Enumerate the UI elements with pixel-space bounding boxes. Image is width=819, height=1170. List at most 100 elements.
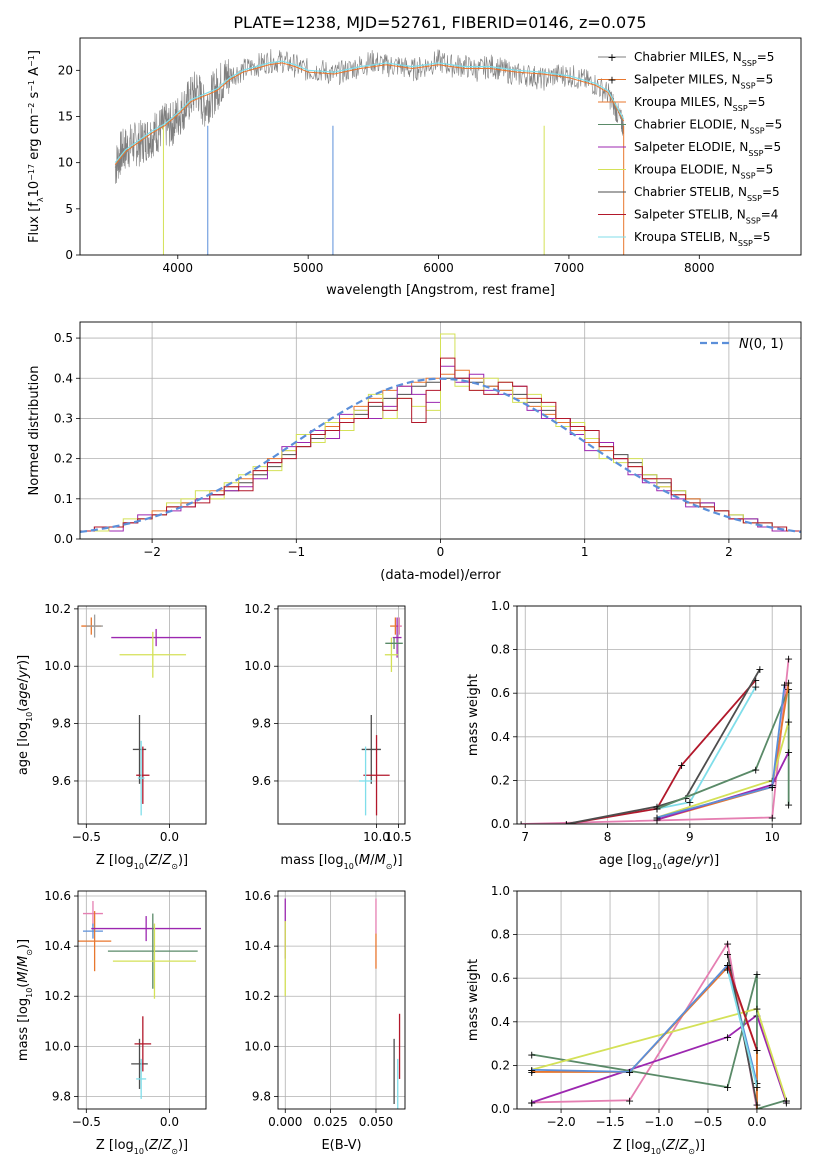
y-tick-label: 0.0 bbox=[54, 532, 73, 546]
mass-weight-marker: + bbox=[782, 1096, 791, 1109]
axes-frame bbox=[77, 890, 207, 1110]
x-tick-label: 0 bbox=[437, 545, 445, 559]
mass-weight-marker: + bbox=[768, 781, 777, 794]
axes-frame bbox=[516, 890, 802, 1110]
x-tick-label: 8000 bbox=[684, 261, 715, 275]
x-tick-label: 1 bbox=[581, 545, 589, 559]
mass-weight-marker: + bbox=[652, 814, 661, 827]
y-tick-label: 0.8 bbox=[491, 643, 510, 657]
y-tick-label: 15 bbox=[58, 109, 73, 123]
y-tick-label: 10.2 bbox=[44, 602, 71, 616]
legend: N(0, 1) bbox=[700, 337, 784, 352]
legend-label: Kroupa ELODIE, NSSP=5 bbox=[634, 163, 773, 181]
plot-area bbox=[114, 49, 625, 255]
x-tick-label: 0.0 bbox=[747, 1115, 766, 1129]
y-tick-label: 0.4 bbox=[54, 371, 73, 385]
errorbar-point bbox=[385, 637, 403, 650]
plot-area bbox=[359, 617, 403, 816]
y-tick-label: 1.0 bbox=[491, 599, 510, 613]
y-tick-label: 9.8 bbox=[52, 717, 71, 731]
legend-label: Chabrier STELIB, NSSP=5 bbox=[634, 185, 780, 203]
x-tick-label: 8 bbox=[604, 830, 612, 844]
legend-label: Chabrier MILES, NSSP=5 bbox=[634, 50, 774, 68]
panel-mass_weight_vs_age: 7 8 9 100.00.20.40.60.81.0+++++++++++++++++… bbox=[466, 599, 802, 871]
mass-weight-line-8 bbox=[726, 964, 758, 1051]
errorbar-point bbox=[111, 628, 202, 647]
errorbar-point bbox=[359, 746, 373, 816]
mass-weight-marker: + bbox=[562, 818, 571, 831]
plot-area bbox=[81, 614, 202, 816]
y-tick-label: 0.4 bbox=[491, 1015, 510, 1029]
x-axis-label: Z [log10(Z/Z⊙)] bbox=[96, 853, 188, 871]
spectrum-model-line bbox=[114, 60, 625, 164]
mass-weight-line-7 bbox=[726, 969, 758, 1088]
y-axis-label: Flux [fλ10−17 erg cm−2 s−1 A−1] bbox=[27, 50, 45, 243]
mass-weight-line-0 bbox=[521, 658, 790, 824]
plot-area bbox=[284, 898, 401, 1109]
y-tick-label: 0.4 bbox=[491, 730, 510, 744]
mass-weight-marker: + bbox=[723, 963, 732, 976]
y-tick-label: 1.0 bbox=[491, 884, 510, 898]
mass-weight-marker: + bbox=[723, 1081, 732, 1094]
y-tick-label: 0.8 bbox=[491, 928, 510, 942]
mass-weight-marker: + bbox=[652, 801, 661, 814]
mass-weight-marker: + bbox=[784, 683, 793, 696]
mass-weight-marker: + bbox=[784, 652, 793, 665]
mass-weight-marker: + bbox=[685, 796, 694, 809]
axes-frame bbox=[79, 37, 802, 256]
errorbar-point bbox=[82, 901, 103, 927]
mass-weight-marker: + bbox=[723, 937, 732, 950]
legend-label: Salpeter ELODIE, NSSP=5 bbox=[634, 140, 781, 158]
axes-frame bbox=[277, 605, 406, 825]
x-tick-label: 10.5 bbox=[385, 830, 412, 844]
legend-marker: + bbox=[607, 74, 616, 87]
mass-weight-marker: + bbox=[751, 681, 760, 694]
x-tick-label: −1.0 bbox=[644, 1115, 673, 1129]
y-tick-label: 10.0 bbox=[244, 659, 271, 673]
y-axis-label: mass weight bbox=[466, 674, 481, 756]
plot-area: + +++++++++++++++++ +++++ +++++++++ bbox=[527, 937, 791, 1116]
y-tick-label: 9.8 bbox=[52, 1089, 71, 1103]
y-tick-label: 10.6 bbox=[44, 889, 71, 903]
x-tick-label: 2 bbox=[725, 545, 733, 559]
y-tick-label: 9.8 bbox=[252, 717, 271, 731]
legend-label: Kroupa MILES, NSSP=5 bbox=[634, 95, 765, 113]
errorbar-point bbox=[134, 1016, 152, 1072]
mass-weight-marker: + bbox=[527, 1096, 536, 1109]
mass-weight-marker: + bbox=[527, 1064, 536, 1077]
mass-weight-marker: + bbox=[782, 1094, 791, 1107]
mass-weight-marker: + bbox=[784, 746, 793, 759]
errorbar-point bbox=[132, 715, 147, 784]
axes-frame bbox=[516, 605, 802, 825]
mass-weight-marker: + bbox=[527, 1049, 536, 1062]
mass-weight-marker: + bbox=[625, 1094, 634, 1107]
errorbar-point bbox=[136, 746, 150, 804]
y-axis-label: Normed distribution bbox=[27, 366, 42, 496]
legend-marker: + bbox=[607, 51, 616, 64]
x-tick-label: 0.050 bbox=[359, 1115, 393, 1129]
axes-frame bbox=[277, 890, 406, 1110]
errorbar-point bbox=[86, 614, 103, 638]
y-tick-label: 10.4 bbox=[244, 939, 271, 953]
mass-weight-line-2 bbox=[531, 973, 787, 1109]
axes-frame bbox=[77, 605, 207, 825]
x-tick-label: 9 bbox=[686, 830, 694, 844]
y-tick-label: 0.0 bbox=[491, 1102, 510, 1116]
mass-weight-marker: + bbox=[723, 959, 732, 972]
y-tick-label: 10.0 bbox=[44, 659, 71, 673]
x-tick-label: −2.0 bbox=[546, 1115, 575, 1129]
y-tick-label: 0.6 bbox=[491, 686, 510, 700]
legend-label: Salpeter STELIB, NSSP=4 bbox=[634, 208, 778, 226]
mass-weight-marker: + bbox=[681, 792, 690, 805]
mass-weight-marker: + bbox=[752, 1103, 761, 1116]
x-tick-label: 4000 bbox=[163, 261, 194, 275]
mass-weight-marker: + bbox=[751, 764, 760, 777]
plot-area bbox=[80, 333, 801, 534]
mass-weight-marker: + bbox=[784, 716, 793, 729]
y-tick-label: 9.6 bbox=[52, 774, 71, 788]
mass-weight-marker: + bbox=[652, 811, 661, 824]
mass-weight-line-5 bbox=[531, 963, 758, 1084]
mass-weight-line-2 bbox=[566, 668, 761, 824]
y-axis-label: mass [log10(M/M⊙)] bbox=[16, 939, 34, 1061]
panel-age_vs_Z: −0.5 0.0 9.6 9.8 10.0 10.2 Z [log10(Z/Z⊙)] age … bbox=[16, 602, 207, 871]
